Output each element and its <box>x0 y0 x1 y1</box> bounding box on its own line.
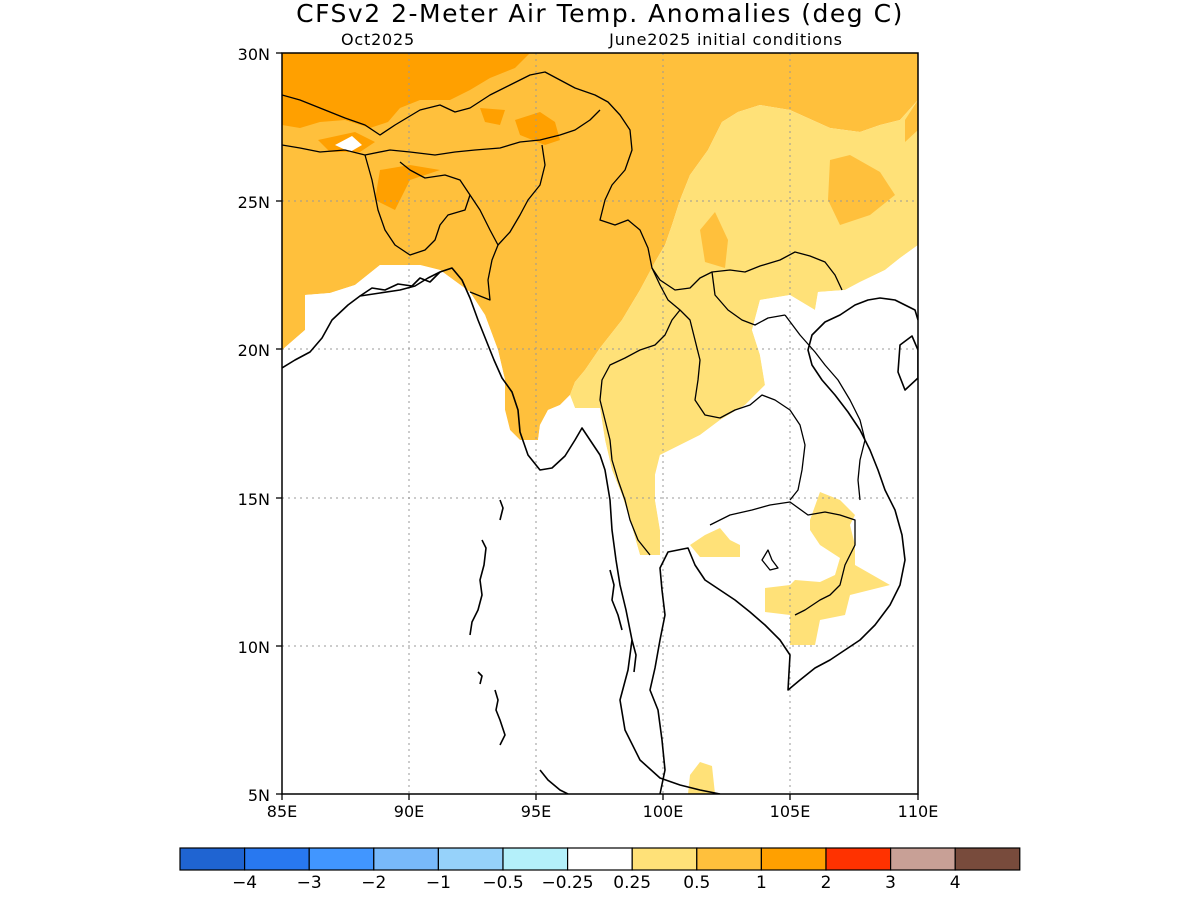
lat-label: 10N <box>238 638 270 657</box>
colorbar-swatch <box>631 847 698 871</box>
lon-label: 90E <box>394 802 424 821</box>
colorbar-label: 0.5 <box>683 873 710 893</box>
colorbar-label: −3 <box>297 873 322 893</box>
colorbar-label: 1 <box>756 873 767 893</box>
colorbar-swatch <box>954 847 1021 871</box>
lat-label: 20N <box>238 341 270 360</box>
lon-label: 105E <box>770 802 811 821</box>
lon-labels: 85E 90E 95E 100E 105E 110E <box>267 802 939 821</box>
lat-labels: 30N 25N 20N 15N 10N 5N <box>238 45 270 805</box>
colorbar-swatch <box>179 847 246 871</box>
colorbar-swatch <box>825 847 892 871</box>
colorbar: −4 −3 −2 −1 −0.5 −0.25 0.25 0.5 1 2 3 4 <box>179 847 1021 893</box>
tick-marks <box>276 52 919 800</box>
map-title: CFSv2 2-Meter Air Temp. Anomalies (deg C… <box>296 0 904 28</box>
grid-lines <box>282 53 918 794</box>
colorbar-label: −4 <box>232 873 257 893</box>
colorbar-label: 3 <box>885 873 896 893</box>
lon-label: 85E <box>267 802 297 821</box>
colorbar-label: −2 <box>361 873 386 893</box>
colorbar-label: −1 <box>426 873 451 893</box>
colorbar-label: −0.5 <box>482 873 523 893</box>
initial-conditions-label: June2025 initial conditions <box>608 30 843 49</box>
colorbar-swatch <box>437 847 504 871</box>
colorbar-swatch <box>502 847 569 871</box>
colorbar-swatch <box>696 847 762 871</box>
lat-label: 30N <box>238 45 270 64</box>
colorbar-swatch <box>373 847 439 871</box>
coastlines-and-borders <box>282 71 918 794</box>
colorbar-label: 4 <box>950 873 961 893</box>
lon-label: 100E <box>643 802 684 821</box>
lon-label: 110E <box>898 802 939 821</box>
colorbar-label: 2 <box>821 873 832 893</box>
lon-label: 95E <box>521 802 551 821</box>
anomaly-region-1-2-north <box>282 53 530 128</box>
anomaly-field <box>282 53 918 794</box>
lat-label: 25N <box>238 193 270 212</box>
lat-label: 5N <box>248 786 270 805</box>
colorbar-swatch <box>244 847 310 871</box>
plot-frame <box>281 52 919 795</box>
colorbar-swatch <box>566 847 633 871</box>
colorbar-label: 0.25 <box>613 873 651 893</box>
colorbar-swatch <box>760 847 827 871</box>
valid-month-label: Oct2025 <box>341 30 415 49</box>
anomaly-region-0.5-1 <box>282 53 918 440</box>
colorbar-swatch <box>308 847 375 871</box>
colorbar-swatch <box>889 847 956 871</box>
colorbar-label: −0.25 <box>542 873 594 893</box>
lat-label: 15N <box>238 490 270 509</box>
anomaly-region-0.25-0.5 <box>570 100 918 555</box>
